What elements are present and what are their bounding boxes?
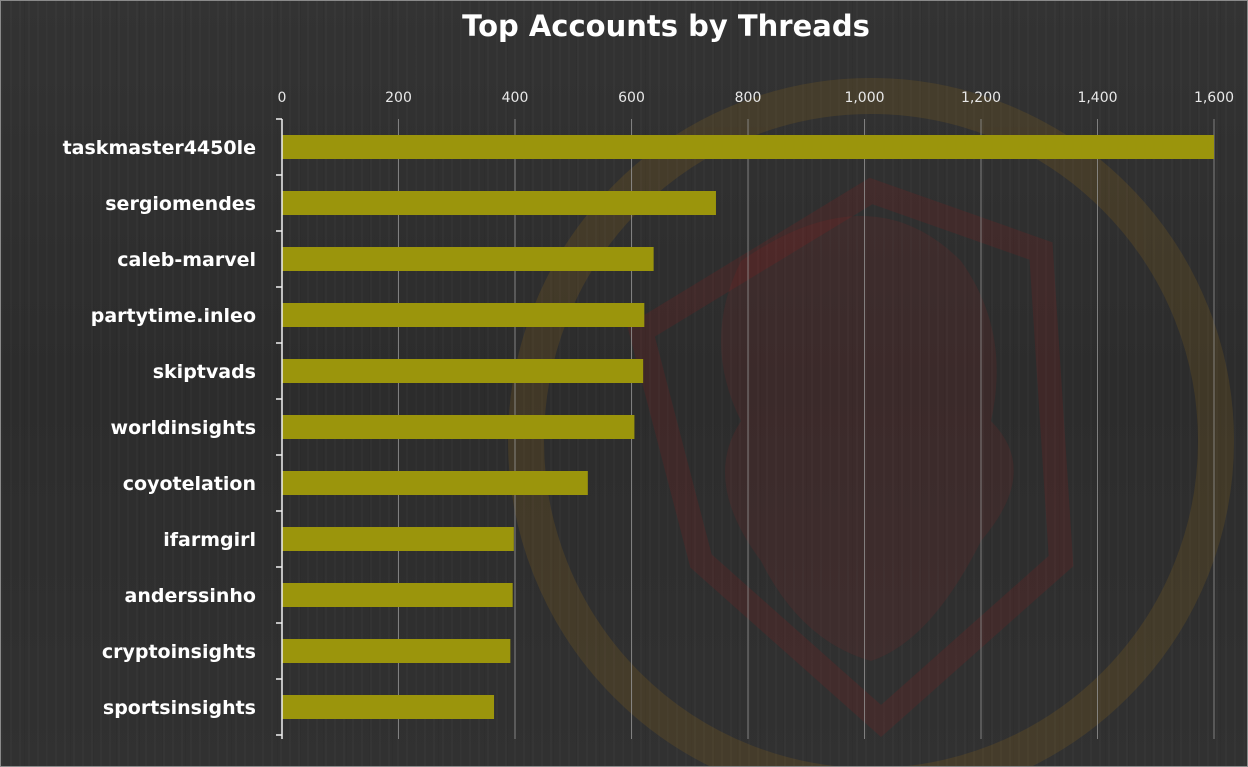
x-tick-label: 1,200 (961, 90, 1001, 106)
category-label: sportsinsights (103, 697, 256, 719)
bar (282, 471, 588, 495)
bar (282, 359, 644, 383)
x-tick-label: 1,000 (844, 90, 884, 106)
x-tick-label: 200 (385, 90, 412, 106)
bar (282, 303, 645, 327)
category-label: skiptvads (153, 361, 256, 383)
bar (282, 639, 511, 663)
category-label: anderssinho (125, 585, 256, 607)
category-label: worldinsights (111, 417, 256, 439)
bar (282, 191, 716, 215)
category-label: partytime.inleo (91, 305, 256, 327)
category-label: cryptoinsights (102, 641, 256, 663)
bar (282, 583, 513, 607)
category-label: caleb-marvel (117, 249, 256, 271)
bar (282, 135, 1214, 159)
x-tick-label: 600 (618, 90, 645, 106)
x-tick-label: 0 (278, 90, 287, 106)
x-tick-label: 800 (735, 90, 762, 106)
bar (282, 415, 635, 439)
category-label: coyotelation (123, 473, 256, 495)
category-label: sergiomendes (105, 193, 256, 215)
x-tick-label: 1,400 (1077, 90, 1117, 106)
bar (282, 247, 654, 271)
category-label: taskmaster4450le (63, 137, 256, 159)
bar (282, 527, 514, 551)
x-tick-label: 400 (502, 90, 529, 106)
x-tick-label: 1,600 (1194, 90, 1234, 106)
chart-title: Top Accounts by Threads (462, 9, 870, 43)
bar (282, 695, 495, 719)
category-label: ifarmgirl (163, 529, 256, 551)
